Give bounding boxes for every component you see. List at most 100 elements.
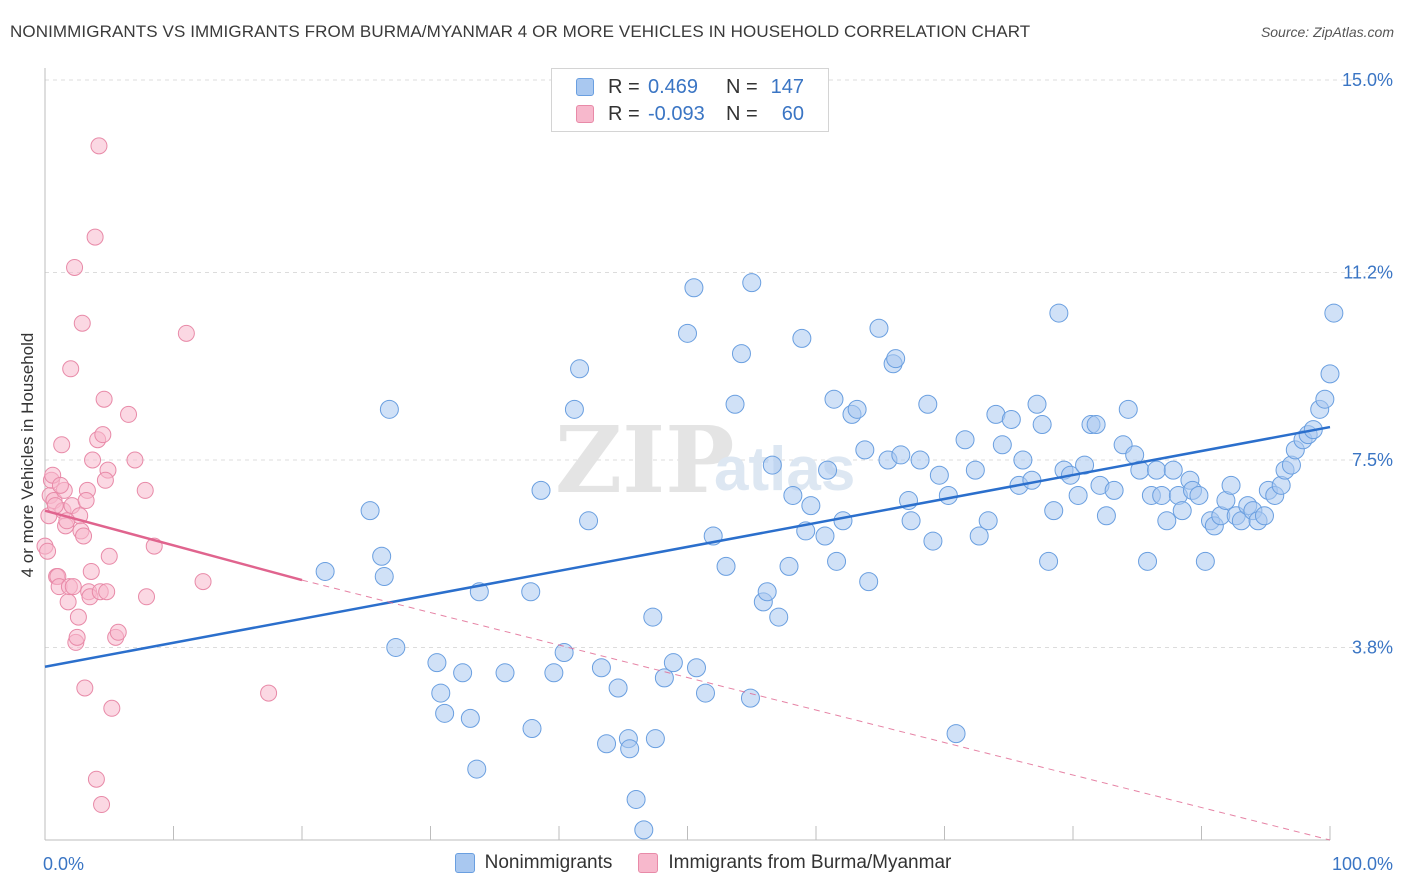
data-point-nonimmigrants — [544, 663, 564, 683]
data-point-nonimmigrants — [379, 399, 399, 419]
data-point-nonimmigrants — [645, 729, 665, 749]
data-point-nonimmigrants — [740, 688, 760, 708]
tick-labels: 3.8% 7.5% 11.2% 15.0% 0.0% 100.0% — [43, 70, 1393, 874]
data-point-nonimmigrants — [742, 273, 762, 293]
data-point-nonimmigrants — [1189, 485, 1209, 505]
data-point-nonimmigrants — [372, 546, 392, 566]
data-point-nonimmigrants — [1049, 303, 1069, 323]
data-point-immigrants — [87, 770, 105, 788]
data-point-nonimmigrants — [1086, 415, 1106, 435]
data-point-immigrants — [77, 492, 95, 510]
data-point-immigrants — [66, 258, 84, 276]
x-tick-label: 100.0% — [1332, 854, 1393, 874]
data-point-nonimmigrants — [946, 724, 966, 744]
bottom-legend-swatch-blue — [454, 853, 475, 873]
x-tick-label: 0.0% — [43, 854, 84, 874]
data-point-nonimmigrants — [1157, 511, 1177, 531]
data-point-nonimmigrants — [1254, 506, 1274, 526]
data-point-nonimmigrants — [654, 668, 674, 688]
watermark: ZIP atlas — [555, 406, 855, 514]
data-point-nonimmigrants — [1096, 506, 1116, 526]
legend-swatch-pink — [576, 105, 594, 123]
y-tick-label: 3.8% — [1352, 637, 1393, 657]
legend-n-label: N = — [726, 102, 758, 125]
data-point-immigrants — [69, 608, 87, 626]
data-point-nonimmigrants — [910, 450, 930, 470]
data-point-immigrants — [62, 360, 80, 378]
data-point-nonimmigrants — [1315, 389, 1335, 409]
trend-line-immigrants-extension — [301, 579, 1331, 841]
data-point-nonimmigrants — [1172, 501, 1192, 521]
data-point-immigrants — [73, 314, 91, 332]
data-point-nonimmigrants — [1039, 551, 1059, 571]
data-point-nonimmigrants — [938, 485, 958, 505]
data-point-immigrants — [194, 573, 212, 591]
data-point-immigrants — [120, 405, 138, 423]
data-point-immigrants — [86, 228, 104, 246]
data-point-nonimmigrants — [1001, 409, 1021, 429]
data-point-nonimmigrants — [663, 653, 683, 673]
data-point-nonimmigrants — [769, 607, 789, 627]
watermark-zip: ZIP — [555, 406, 734, 514]
data-point-nonimmigrants — [386, 637, 406, 657]
data-point-nonimmigrants — [554, 643, 574, 663]
y-tick-label: 15.0% — [1342, 70, 1393, 90]
data-point-nonimmigrants — [522, 719, 542, 739]
data-point-nonimmigrants — [431, 683, 451, 703]
data-point-nonimmigrants — [1027, 394, 1047, 414]
data-point-nonimmigrants — [992, 435, 1012, 455]
data-point-nonimmigrants — [1068, 485, 1088, 505]
trend-lines — [44, 425, 1331, 841]
data-point-nonimmigrants — [531, 480, 551, 500]
data-point-nonimmigrants — [360, 501, 380, 521]
data-point-nonimmigrants — [453, 663, 473, 683]
data-point-nonimmigrants — [891, 445, 911, 465]
data-point-nonimmigrants — [824, 389, 844, 409]
data-point-immigrants — [100, 547, 118, 565]
data-point-nonimmigrants — [818, 460, 838, 480]
legend-r-label: R = — [608, 102, 640, 125]
data-point-immigrants — [59, 593, 77, 611]
data-point-nonimmigrants — [801, 496, 821, 516]
data-point-nonimmigrants — [427, 653, 447, 673]
data-point-nonimmigrants — [1118, 399, 1138, 419]
bottom-legend: Nonimmigrants Immigrants from Burma/Myan… — [0, 852, 1406, 874]
data-point-nonimmigrants — [918, 394, 938, 414]
data-point-immigrants — [136, 481, 154, 499]
data-point-immigrants — [109, 623, 127, 641]
data-point-nonimmigrants — [315, 561, 335, 581]
bottom-legend-swatch-pink — [638, 853, 659, 873]
source-label: Source: ZipAtlas.com — [1260, 24, 1394, 40]
legend-n-value: 147 — [770, 75, 804, 98]
data-point-nonimmigrants — [435, 703, 455, 723]
legend: R = 0.469 N = 147 R = -0.093 N = 60 — [551, 68, 829, 132]
data-point-nonimmigrants — [1320, 364, 1340, 384]
data-point-nonimmigrants — [815, 526, 835, 546]
grid-lines — [45, 79, 1380, 648]
data-point-immigrants — [94, 426, 112, 444]
data-point-nonimmigrants — [684, 278, 704, 298]
legend-n-label: N = — [726, 75, 758, 98]
data-point-nonimmigrants — [929, 465, 949, 485]
data-point-nonimmigrants — [1138, 551, 1158, 571]
series-nonimmigrants — [315, 273, 1344, 840]
data-point-nonimmigrants — [1147, 460, 1167, 480]
y-tick-label: 11.2% — [1343, 263, 1393, 283]
axes — [44, 68, 1331, 841]
legend-swatch-blue — [576, 78, 594, 96]
data-point-nonimmigrants — [965, 460, 985, 480]
data-point-nonimmigrants — [731, 344, 751, 364]
data-point-nonimmigrants — [783, 485, 803, 505]
data-point-immigrants — [68, 628, 86, 646]
data-point-nonimmigrants — [1152, 485, 1172, 505]
legend-r-label: R = — [608, 75, 640, 98]
data-point-immigrants — [51, 476, 69, 494]
data-point-nonimmigrants — [521, 582, 541, 602]
bottom-legend-label: Immigrants from Burma/Myanmar — [668, 852, 952, 873]
data-point-nonimmigrants — [1104, 480, 1124, 500]
data-point-nonimmigrants — [869, 318, 889, 338]
data-point-nonimmigrants — [978, 511, 998, 531]
data-point-nonimmigrants — [634, 820, 654, 840]
data-point-nonimmigrants — [695, 683, 715, 703]
